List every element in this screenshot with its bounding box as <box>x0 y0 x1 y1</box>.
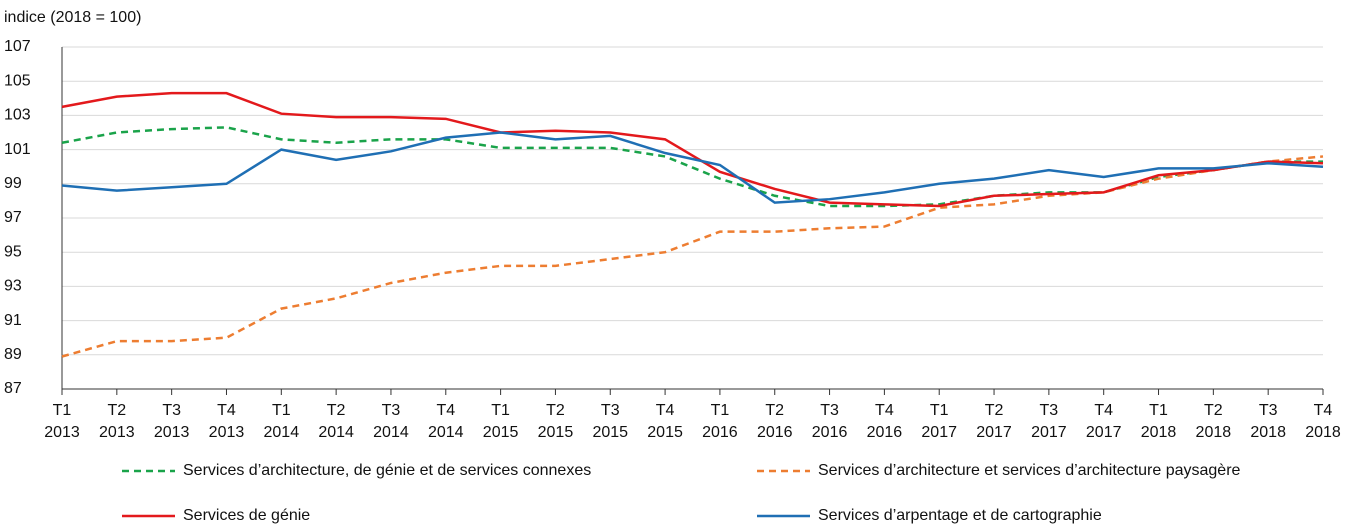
x-tick-label: T2 2013 <box>99 402 135 441</box>
x-tick-year: 2014 <box>264 424 300 441</box>
x-tick-quarter: T2 <box>1204 402 1223 419</box>
x-tick-year: 2016 <box>757 424 793 441</box>
y-tick-label: 99 <box>4 175 22 192</box>
series-line <box>61 131 1324 204</box>
x-tick-quarter: T4 <box>1314 402 1333 419</box>
x-tick-quarter: T4 <box>436 402 455 419</box>
x-tick-label: T2 2014 <box>318 402 354 441</box>
x-tick-quarter: T2 <box>985 402 1004 419</box>
x-tick-year: 2015 <box>538 424 574 441</box>
x-tick-quarter: T1 <box>1149 402 1168 419</box>
x-tick-quarter: T4 <box>217 402 236 419</box>
y-tick-label: 89 <box>4 346 22 363</box>
x-tick-year: 2018 <box>1305 424 1341 441</box>
x-tick-quarter: T3 <box>382 402 401 419</box>
x-tick-year: 2015 <box>592 424 628 441</box>
x-tick-year: 2015 <box>647 424 683 441</box>
y-tick-label: 101 <box>4 141 31 158</box>
legend-label: Services d’arpentage et de cartographie <box>818 507 1102 524</box>
x-tick-year: 2018 <box>1250 424 1286 441</box>
y-tick-label: 95 <box>4 243 22 260</box>
series-line <box>61 126 1323 208</box>
x-tick-quarter: T1 <box>711 402 730 419</box>
y-tick-label: 103 <box>4 107 31 124</box>
x-tick-year: 2016 <box>812 424 848 441</box>
series-line <box>61 91 1324 208</box>
x-tick-quarter: T1 <box>272 402 291 419</box>
x-tick-year: 2017 <box>1031 424 1067 441</box>
x-tick-year: 2018 <box>1196 424 1232 441</box>
x-tick-quarter: T3 <box>820 402 839 419</box>
x-tick-quarter: T3 <box>162 402 181 419</box>
x-tick-quarter: T1 <box>53 402 72 419</box>
x-tick-year: 2015 <box>483 424 519 441</box>
x-tick-label: T3 2015 <box>592 402 628 441</box>
x-tick-quarter: T2 <box>327 402 346 419</box>
x-tick-label: T1 2017 <box>921 402 957 441</box>
x-tick-quarter: T4 <box>875 402 894 419</box>
x-tick-label: T4 2016 <box>867 402 903 441</box>
x-tick-label: T3 2014 <box>373 402 409 441</box>
x-tick-label: T4 2014 <box>428 402 464 441</box>
y-axis-label: indice (2018 = 100) <box>4 9 141 26</box>
x-tick-quarter: T4 <box>656 402 675 419</box>
x-tick-year: 2013 <box>209 424 245 441</box>
x-tick-quarter: T2 <box>546 402 565 419</box>
x-tick-quarter: T2 <box>107 402 126 419</box>
x-tick-year: 2014 <box>318 424 354 441</box>
legend-label: Services d’architecture, de génie et de … <box>183 462 591 479</box>
y-tick-label: 87 <box>4 380 22 397</box>
x-tick-year: 2017 <box>921 424 957 441</box>
series-line <box>61 155 1324 358</box>
y-tick-label: 107 <box>4 38 31 55</box>
x-tick-year: 2013 <box>154 424 190 441</box>
x-tick-label: T3 2017 <box>1031 402 1067 441</box>
x-tick-year: 2017 <box>1086 424 1122 441</box>
x-tick-quarter: T4 <box>1094 402 1113 419</box>
x-tick-label: T4 2013 <box>209 402 245 441</box>
x-tick-label: T1 2015 <box>483 402 519 441</box>
y-tick-label: 93 <box>4 278 22 295</box>
x-tick-year: 2013 <box>99 424 135 441</box>
x-tick-label: T2 2015 <box>538 402 574 441</box>
x-tick-label: T4 2018 <box>1305 402 1341 441</box>
legend-label: Services d’architecture et services d’ar… <box>818 462 1241 479</box>
x-tick-quarter: T2 <box>765 402 784 419</box>
x-tick-year: 2017 <box>976 424 1012 441</box>
x-tick-label: T4 2015 <box>647 402 683 441</box>
x-tick-label: T3 2018 <box>1250 402 1286 441</box>
y-tick-label: 97 <box>4 209 22 226</box>
y-tick-label: 105 <box>4 72 31 89</box>
x-tick-quarter: T3 <box>1259 402 1278 419</box>
x-tick-year: 2014 <box>428 424 464 441</box>
x-tick-label: T1 2018 <box>1141 402 1177 441</box>
x-tick-label: T3 2013 <box>154 402 190 441</box>
x-tick-quarter: T1 <box>930 402 949 419</box>
y-tick-label: 91 <box>4 312 22 329</box>
x-tick-quarter: T3 <box>601 402 620 419</box>
x-tick-label: T2 2017 <box>976 402 1012 441</box>
x-tick-label: T1 2014 <box>264 402 300 441</box>
x-tick-label: T1 2016 <box>702 402 738 441</box>
x-tick-year: 2013 <box>44 424 80 441</box>
x-tick-year: 2014 <box>373 424 409 441</box>
x-tick-year: 2016 <box>867 424 903 441</box>
x-tick-quarter: T3 <box>1040 402 1059 419</box>
x-tick-label: T2 2018 <box>1196 402 1232 441</box>
legend-label: Services de génie <box>183 507 310 524</box>
x-tick-year: 2018 <box>1141 424 1177 441</box>
x-tick-quarter: T1 <box>491 402 510 419</box>
x-tick-label: T4 2017 <box>1086 402 1122 441</box>
x-tick-year: 2016 <box>702 424 738 441</box>
x-tick-label: T3 2016 <box>812 402 848 441</box>
x-tick-label: T2 2016 <box>757 402 793 441</box>
x-tick-label: T1 2013 <box>44 402 80 441</box>
